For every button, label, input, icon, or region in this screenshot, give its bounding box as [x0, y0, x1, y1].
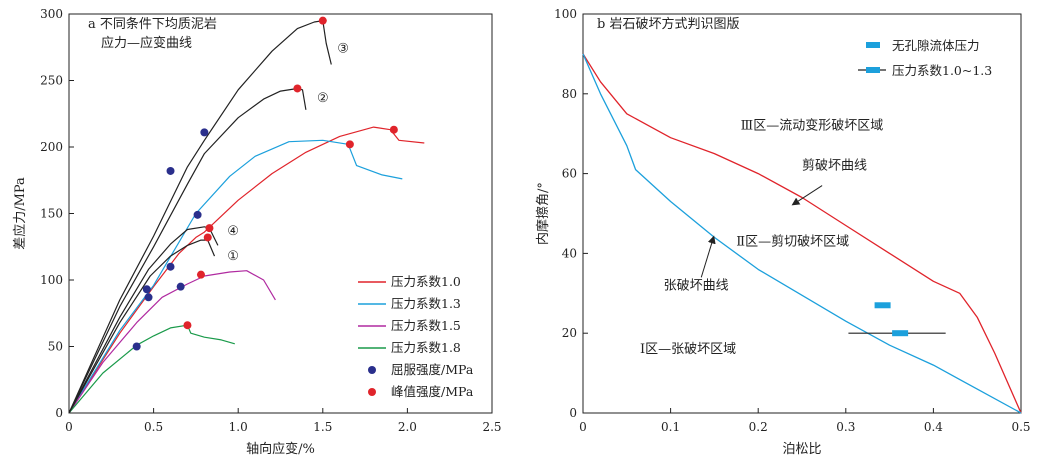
- zone-1-label: Ⅰ区—张破坏区域: [640, 342, 736, 357]
- y-tick-label: 50: [48, 340, 63, 354]
- legend-label: 屈服强度/MPa: [391, 362, 474, 377]
- x-tick-label: 2.0: [398, 420, 417, 434]
- y-axis-label: 差应力/MPa: [12, 177, 28, 250]
- peak-point: [293, 84, 302, 93]
- x-tick-label: 0.3: [836, 420, 855, 434]
- x-tick-label: 0: [579, 420, 587, 434]
- x-tick-label: 0.1: [661, 420, 680, 434]
- yield-point: [166, 166, 175, 175]
- y-tick-label: 0: [55, 406, 63, 420]
- curve-number-label: ③: [337, 42, 349, 57]
- legend-swatch-peak: [368, 388, 376, 396]
- peak-point: [203, 233, 212, 242]
- peak-point: [183, 321, 192, 330]
- chart-a-title-line1: a 不同条件下均质泥岩: [88, 16, 217, 32]
- series-line: [68, 324, 235, 414]
- curve-number-label: ②: [317, 91, 329, 106]
- yield-point: [200, 128, 209, 137]
- shear-curve-label: 剪破坏曲线: [802, 158, 867, 174]
- legend-label: 无孔隙流体压力: [892, 38, 980, 53]
- plot-frame: [582, 13, 1022, 414]
- peak-point: [205, 224, 214, 233]
- x-tick-label: 0: [65, 420, 73, 434]
- legend-swatch-no-pore: [866, 42, 880, 48]
- x-axis-label: 泊松比: [782, 442, 821, 457]
- zone-2-label: Ⅱ区—剪切破坏区域: [736, 233, 849, 249]
- series-line: [68, 270, 276, 414]
- x-tick-label: 1.0: [229, 420, 248, 434]
- legend-label: 压力系数1.5: [391, 318, 461, 333]
- peak-point: [389, 125, 398, 134]
- yield-point: [142, 285, 151, 294]
- x-tick-label: 0.5: [1011, 420, 1030, 434]
- yield-point: [132, 342, 141, 351]
- legend-label: 压力系数1.0: [391, 274, 461, 289]
- zone-3-label: Ⅲ区—流动变形破坏区域: [741, 118, 884, 134]
- legend-swatch-yield: [368, 366, 376, 374]
- chart-b-title: b 岩石破坏方式判识图版: [597, 16, 739, 32]
- legend-label: 压力系数1.3: [391, 296, 461, 311]
- marker-pressure-coef: [892, 330, 909, 337]
- yield-point: [144, 293, 153, 302]
- legend-label: 压力系数1.0~1.3: [892, 63, 992, 78]
- x-tick-label: 0.5: [144, 420, 163, 434]
- peak-point: [318, 16, 327, 25]
- peak-point: [196, 270, 205, 279]
- peak-point: [345, 140, 354, 149]
- tension-curve-arrow: [700, 235, 716, 278]
- x-tick-label: 0.4: [924, 420, 943, 434]
- yield-point: [176, 282, 185, 291]
- series-line: [582, 53, 1022, 414]
- y-tick-label: 250: [40, 74, 63, 88]
- y-tick-label: 300: [40, 7, 63, 21]
- y-tick-label: 100: [554, 7, 577, 21]
- chart-a-title-line2: 应力—应变曲线: [101, 35, 192, 51]
- x-tick-label: 1.5: [313, 420, 332, 434]
- y-tick-label: 80: [562, 87, 577, 101]
- y-tick-label: 150: [40, 207, 63, 221]
- x-tick-label: 2.5: [482, 420, 501, 434]
- x-axis-label: 轴向应变/%: [246, 441, 315, 457]
- curve-number-label: ①: [227, 249, 239, 264]
- yield-point: [193, 210, 202, 219]
- y-axis-label: 内摩擦角/°: [535, 182, 551, 245]
- y-tick-label: 0: [569, 406, 577, 420]
- x-tick-label: 0.2: [749, 420, 768, 434]
- y-tick-label: 60: [562, 167, 577, 181]
- legend-swatch-pressure: [866, 67, 880, 73]
- marker-no-pore-pressure: [874, 302, 891, 309]
- curve-number-label: ④: [227, 224, 239, 239]
- yield-point: [166, 262, 175, 271]
- y-tick-label: 40: [562, 246, 577, 260]
- legend-label: 峰值强度/MPa: [391, 384, 474, 399]
- y-tick-label: 200: [40, 140, 63, 154]
- y-tick-label: 20: [562, 326, 577, 340]
- shear-curve-arrow: [791, 185, 823, 206]
- tension-curve-label: 张破坏曲线: [664, 278, 729, 293]
- series-line: [582, 53, 1022, 414]
- legend-label: 压力系数1.8: [391, 340, 461, 355]
- y-tick-label: 100: [40, 273, 63, 287]
- series-line: [68, 126, 425, 414]
